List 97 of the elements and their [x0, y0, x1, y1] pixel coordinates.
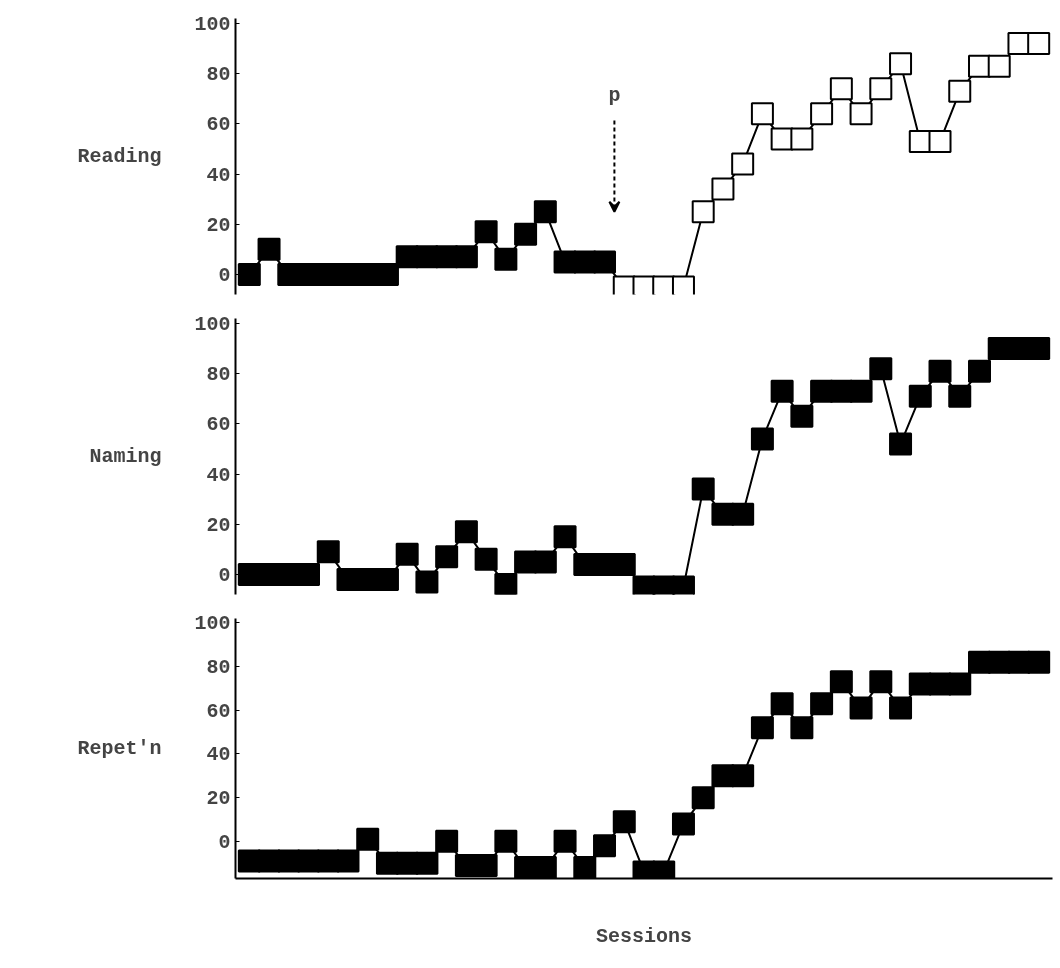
y-tick-label: 60: [206, 113, 231, 137]
point: [514, 222, 538, 246]
point: [908, 384, 932, 408]
point: [928, 129, 952, 153]
point: [533, 856, 557, 879]
point: [573, 856, 597, 879]
y-tick-label: 0: [218, 563, 231, 587]
point: [612, 810, 636, 834]
point: [987, 54, 1011, 78]
y-tick-label: 40: [206, 463, 231, 487]
point: [829, 77, 853, 101]
point: [948, 79, 972, 103]
point: [474, 853, 498, 877]
y-axis-title: Reading: [77, 145, 162, 168]
point: [257, 237, 281, 261]
point: [928, 359, 952, 383]
point: [869, 670, 893, 694]
point: [395, 542, 419, 566]
point: [750, 102, 774, 126]
y-tick-label: 60: [206, 699, 231, 723]
y-tick-label: 60: [206, 413, 231, 437]
point: [770, 379, 794, 403]
point: [869, 77, 893, 101]
y-tick-label: 100: [194, 13, 231, 37]
point: [1027, 337, 1051, 361]
point: [889, 52, 913, 76]
y-tick-label: 0: [218, 263, 231, 287]
point: [593, 250, 617, 274]
point: [967, 359, 991, 383]
y-tick-label: 100: [194, 313, 231, 337]
point: [790, 404, 814, 428]
point: [494, 572, 518, 595]
point: [671, 812, 695, 836]
point: [375, 262, 399, 286]
point: [336, 849, 360, 873]
point: [731, 152, 755, 176]
point: [553, 829, 577, 853]
point: [750, 716, 774, 740]
point: [671, 575, 695, 595]
point: [691, 200, 715, 224]
point: [297, 562, 321, 586]
y-tick-label: 80: [206, 63, 231, 87]
point: [612, 552, 636, 576]
point: [553, 525, 577, 549]
x-axis-title: Sessions: [595, 924, 693, 948]
point: [691, 477, 715, 501]
point: [474, 547, 498, 571]
point: [415, 570, 439, 594]
point: [770, 692, 794, 716]
point: [1027, 650, 1051, 674]
point: [316, 540, 340, 564]
point: [435, 829, 459, 853]
point: [948, 384, 972, 408]
y-tick-label: 80: [206, 656, 231, 680]
point: [889, 696, 913, 720]
point: [889, 432, 913, 456]
point: [375, 567, 399, 591]
point: [356, 827, 380, 851]
y-axis-title: Naming: [89, 445, 162, 468]
point: [1027, 32, 1051, 56]
y-tick-label: 0: [218, 830, 231, 854]
point: [691, 786, 715, 810]
point: [948, 672, 972, 696]
point: [810, 692, 834, 716]
point: [750, 427, 774, 451]
point: [731, 764, 755, 788]
y-tick-label: 20: [206, 787, 231, 811]
point: [494, 829, 518, 853]
y-tick-label: 80: [206, 363, 231, 387]
point: [533, 550, 557, 574]
point: [533, 200, 557, 224]
point: [474, 220, 498, 244]
point: [454, 245, 478, 269]
y-tick-label: 20: [206, 213, 231, 237]
point: [849, 696, 873, 720]
point: [415, 851, 439, 875]
point: [829, 670, 853, 694]
point: [593, 834, 617, 858]
point: [869, 357, 893, 381]
y-tick-label: 40: [206, 743, 231, 767]
point: [790, 716, 814, 740]
y-tick-label: 40: [206, 163, 231, 187]
annotation: p: [608, 84, 621, 108]
point: [849, 102, 873, 126]
point: [671, 275, 695, 295]
y-tick-label: 20: [206, 513, 231, 537]
point: [790, 127, 814, 151]
point: [849, 379, 873, 403]
y-axis-title: Repet'n: [77, 737, 162, 760]
point: [810, 102, 834, 126]
point: [454, 520, 478, 544]
point: [711, 177, 735, 201]
point: [435, 545, 459, 569]
point: [237, 262, 261, 286]
y-tick-label: 100: [194, 612, 231, 636]
point: [494, 247, 518, 271]
point: [731, 502, 755, 526]
